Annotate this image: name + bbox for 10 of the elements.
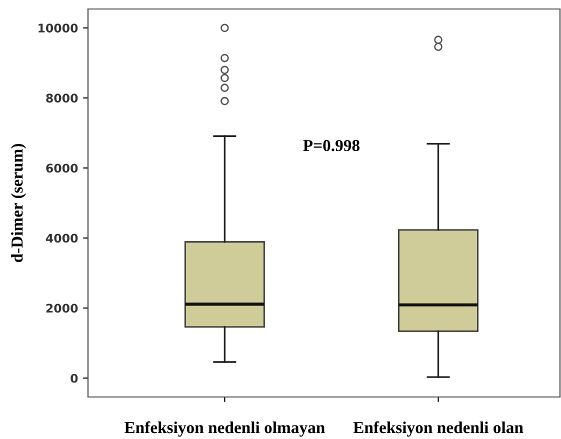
x-tick-label: Enfeksiyon nedenli olmayan: [124, 421, 325, 437]
y-axis-title: d-Dimer (serum): [10, 144, 26, 262]
y-tick-label: 6000: [46, 164, 78, 173]
y-tick-label: 0: [70, 374, 78, 383]
y-tick-label: 4000: [46, 234, 78, 243]
y-tick-label: 10000: [38, 24, 78, 33]
y-tick-label: 2000: [46, 304, 78, 313]
annotation: P=0.998: [303, 140, 360, 152]
x-tick-label: Enfeksiyon nedenli olan: [353, 421, 524, 437]
y-tick-label: 8000: [46, 94, 78, 103]
